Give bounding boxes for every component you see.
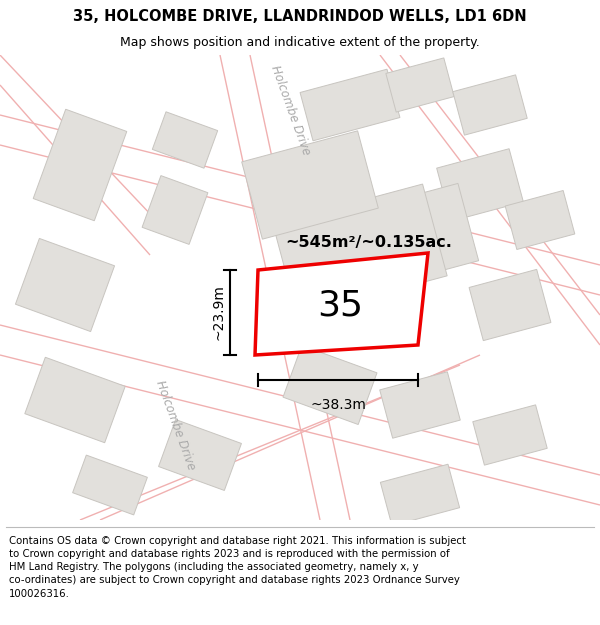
Text: ~545m²/~0.135ac.: ~545m²/~0.135ac.: [285, 235, 452, 250]
Text: Holcombe Drive: Holcombe Drive: [153, 378, 197, 472]
Polygon shape: [473, 405, 547, 465]
Polygon shape: [16, 238, 115, 332]
Polygon shape: [73, 455, 148, 515]
Text: 35, HOLCOMBE DRIVE, LLANDRINDOD WELLS, LD1 6DN: 35, HOLCOMBE DRIVE, LLANDRINDOD WELLS, L…: [73, 9, 527, 24]
Polygon shape: [152, 112, 218, 168]
Polygon shape: [25, 357, 125, 442]
Polygon shape: [380, 372, 460, 438]
Polygon shape: [437, 149, 523, 221]
Text: Map shows position and indicative extent of the property.: Map shows position and indicative extent…: [120, 36, 480, 49]
Text: ~23.9m: ~23.9m: [211, 284, 225, 341]
Polygon shape: [255, 253, 428, 355]
Polygon shape: [453, 75, 527, 135]
Polygon shape: [158, 419, 241, 491]
Text: ~38.3m: ~38.3m: [310, 398, 366, 412]
Polygon shape: [380, 464, 460, 526]
Polygon shape: [300, 69, 400, 141]
Polygon shape: [505, 191, 575, 249]
Polygon shape: [142, 176, 208, 244]
Polygon shape: [33, 109, 127, 221]
Polygon shape: [273, 184, 447, 316]
Polygon shape: [386, 58, 454, 112]
Polygon shape: [283, 346, 377, 424]
Text: 35: 35: [317, 289, 363, 322]
Polygon shape: [242, 131, 379, 239]
Polygon shape: [361, 183, 479, 287]
Polygon shape: [469, 269, 551, 341]
Text: Holcombe Drive: Holcombe Drive: [268, 63, 312, 157]
Text: Contains OS data © Crown copyright and database right 2021. This information is : Contains OS data © Crown copyright and d…: [9, 536, 466, 599]
